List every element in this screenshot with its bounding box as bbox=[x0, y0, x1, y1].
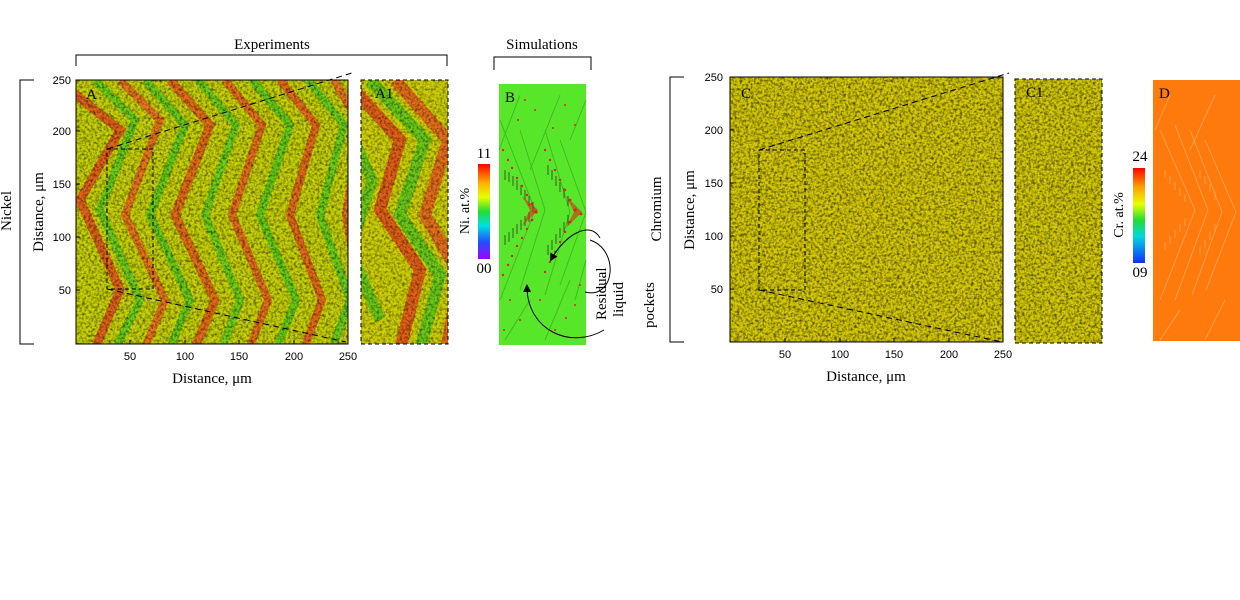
zoom-line-bottom-a bbox=[106, 288, 347, 343]
panel-a1-map bbox=[361, 80, 448, 344]
simulations-bracket bbox=[493, 56, 592, 70]
ni-colorbar-min: 00 bbox=[477, 261, 492, 277]
panel-c-x-axis: 50 100 150 200 250 bbox=[779, 338, 1012, 361]
nickel-row-label: Nickel bbox=[0, 191, 15, 231]
annotation-arrow-to-pocket-2 bbox=[523, 284, 605, 339]
panel-b-secondary-arms bbox=[504, 165, 569, 255]
experiments-header: Experiments bbox=[234, 37, 310, 53]
panel-a-zoom-box bbox=[106, 148, 154, 290]
panel-b-liquid-pockets bbox=[501, 99, 583, 331]
ni-colorbar: 11 00 Ni. at.% bbox=[458, 146, 492, 277]
panel-d-label: D bbox=[1159, 86, 1170, 102]
x-tick-150: 150 bbox=[230, 351, 248, 363]
zoom-line-top-c bbox=[758, 72, 1010, 151]
experiments-bracket bbox=[75, 54, 448, 66]
panel-c1-label: C1 bbox=[1026, 85, 1044, 101]
panel-a-label: A bbox=[86, 87, 97, 103]
c-y-tick-250: 250 bbox=[705, 72, 723, 84]
panel-c1-map bbox=[1015, 79, 1102, 343]
annotation-line-2: liquid bbox=[611, 281, 627, 317]
annotation-line-1: Residual bbox=[594, 268, 610, 321]
x-tick-250: 250 bbox=[339, 351, 357, 363]
c-y-tick-200: 200 bbox=[705, 125, 723, 137]
panel-a-map bbox=[76, 80, 348, 344]
x-tick-50: 50 bbox=[124, 351, 136, 363]
annotation-residual-liquid-pockets: Residual liquid pockets bbox=[594, 268, 658, 329]
ni-colorbar-max: 11 bbox=[477, 146, 491, 162]
panel-b-label: B bbox=[505, 90, 515, 106]
zoom-line-top-a bbox=[106, 71, 356, 150]
y-tick-150: 150 bbox=[53, 179, 71, 191]
panel-c-frame bbox=[729, 76, 1004, 343]
panel-a1-label: A1 bbox=[375, 86, 393, 102]
c-y-tick-50: 50 bbox=[711, 284, 723, 296]
c-x-tick-200: 200 bbox=[940, 349, 958, 361]
panel-a-xlabel: Distance, μm bbox=[172, 371, 252, 387]
c-x-tick-50: 50 bbox=[779, 349, 791, 361]
panel-a-y-axis: 50 100 150 200 250 bbox=[53, 75, 80, 297]
panel-b-simulation bbox=[498, 84, 587, 345]
y-tick-50: 50 bbox=[59, 285, 71, 297]
panel-c-y-axis: 50 100 150 200 250 bbox=[705, 72, 734, 296]
panel-c-map bbox=[730, 77, 1003, 342]
cr-colorbar: 24 09 Cr. at.% bbox=[1112, 149, 1148, 281]
chromium-row-label: Chromium bbox=[649, 176, 665, 241]
nickel-row-bracket bbox=[19, 79, 34, 345]
panel-a-x-axis: 50 100 150 200 250 bbox=[124, 340, 357, 363]
panel-c1-frame bbox=[1014, 78, 1103, 344]
c-x-tick-100: 100 bbox=[831, 349, 849, 361]
panel-d-dendrite-traces bbox=[1154, 94, 1237, 341]
annotation-arrow-to-pocket-1 bbox=[550, 229, 601, 262]
c-x-tick-250: 250 bbox=[994, 349, 1012, 361]
panel-c-xlabel: Distance, μm bbox=[826, 369, 906, 385]
panel-c-zoom-box bbox=[758, 149, 806, 291]
c-x-tick-150: 150 bbox=[885, 349, 903, 361]
c-y-tick-100: 100 bbox=[705, 231, 723, 243]
x-tick-100: 100 bbox=[176, 351, 194, 363]
c-y-tick-150: 150 bbox=[705, 178, 723, 190]
annotation-line-3: pockets bbox=[642, 282, 658, 328]
cr-colorbar-label: Cr. at.% bbox=[1112, 192, 1127, 238]
cr-colorbar-min: 09 bbox=[1133, 265, 1148, 281]
simulations-header: Simulations bbox=[506, 37, 578, 53]
panel-b-dendrite-lines bbox=[498, 94, 587, 341]
y-tick-250: 250 bbox=[53, 75, 71, 87]
annotation-arrow-upper bbox=[584, 239, 611, 294]
chromium-row-bracket bbox=[669, 76, 684, 343]
panel-c-ylabel: Distance, μm bbox=[682, 170, 698, 250]
zoom-line-bottom-c bbox=[758, 289, 1003, 343]
ni-colorbar-label: Ni. at.% bbox=[458, 188, 473, 235]
y-tick-200: 200 bbox=[53, 126, 71, 138]
y-tick-100: 100 bbox=[53, 232, 71, 244]
x-tick-200: 200 bbox=[285, 351, 303, 363]
panel-a-frame bbox=[75, 79, 349, 345]
panel-c-label: C bbox=[741, 86, 751, 102]
cr-colorbar-max: 24 bbox=[1133, 149, 1149, 165]
panel-a1-frame bbox=[360, 79, 449, 345]
panel-a-ylabel: Distance, μm bbox=[31, 172, 47, 252]
panel-d-simulation bbox=[1153, 80, 1240, 341]
